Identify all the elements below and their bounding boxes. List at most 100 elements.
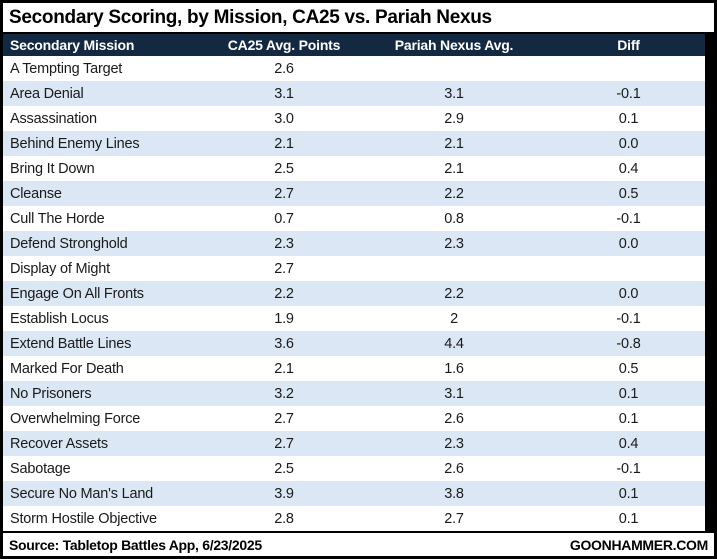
mission-cell: A Tempting Target (3, 56, 198, 81)
ca25-avg-cell: 2.7 (198, 256, 370, 281)
ca25-avg-cell: 2.2 (198, 281, 370, 306)
table-row: Cleanse 2.7 2.2 0.5 (3, 181, 705, 206)
pariah-avg-cell: 2 (370, 306, 538, 331)
table-row: Overwhelming Force 2.7 2.6 0.1 (3, 406, 705, 431)
diff-cell: 0.1 (538, 506, 705, 531)
diff-cell: 0.1 (538, 381, 705, 406)
ca25-avg-cell: 3.1 (198, 81, 370, 106)
mission-cell: Display of Might (3, 256, 198, 281)
pariah-avg-cell: 2.6 (370, 406, 538, 431)
diff-cell: 0.0 (538, 231, 705, 256)
footer-band: Source: Tabletop Battles App, 6/23/2025 … (3, 533, 714, 556)
mission-cell: No Prisoners (3, 381, 198, 406)
ca25-avg-cell: 2.7 (198, 431, 370, 456)
table-row: Bring It Down 2.5 2.1 0.4 (3, 156, 705, 181)
mission-cell: Storm Hostile Objective (3, 506, 198, 531)
mission-cell: Cleanse (3, 181, 198, 206)
pariah-avg-cell: 2.1 (370, 131, 538, 156)
site-credit: GOONHAMMER.COM (569, 536, 708, 553)
table-row: Storm Hostile Objective 2.8 2.7 0.1 (3, 506, 705, 531)
pariah-avg-cell: 4.4 (370, 331, 538, 356)
pariah-avg-cell: 1.6 (370, 356, 538, 381)
ca25-avg-cell: 3.2 (198, 381, 370, 406)
mission-cell: Bring It Down (3, 156, 198, 181)
pariah-avg-cell: 2.2 (370, 181, 538, 206)
ca25-avg-cell: 0.7 (198, 206, 370, 231)
ca25-avg-cell: 2.7 (198, 181, 370, 206)
secondary-scoring-table: Secondary Mission CA25 Avg. Points Paria… (3, 34, 705, 531)
diff-cell: 0.1 (538, 406, 705, 431)
table-row: A Tempting Target 2.6 (3, 56, 705, 81)
mission-cell: Recover Assets (3, 431, 198, 456)
table-row: No Prisoners 3.2 3.1 0.1 (3, 381, 705, 406)
mission-cell: Establish Locus (3, 306, 198, 331)
diff-cell: 0.1 (538, 106, 705, 131)
pariah-avg-cell: 2.1 (370, 156, 538, 181)
diff-cell: -0.1 (538, 456, 705, 481)
mission-cell: Extend Battle Lines (3, 331, 198, 356)
mission-cell: Engage On All Fronts (3, 281, 198, 306)
table-row: Area Denial 3.1 3.1 -0.1 (3, 81, 705, 106)
diff-cell: -0.1 (538, 206, 705, 231)
ca25-avg-cell: 3.6 (198, 331, 370, 356)
diff-cell: 0.0 (538, 131, 705, 156)
table-row: Extend Battle Lines 3.6 4.4 -0.8 (3, 331, 705, 356)
ca25-avg-cell: 3.9 (198, 481, 370, 506)
ca25-avg-cell: 1.9 (198, 306, 370, 331)
source-note: Source: Tabletop Battles App, 6/23/2025 (9, 536, 262, 553)
ca25-avg-cell: 2.7 (198, 406, 370, 431)
diff-cell: 0.4 (538, 156, 705, 181)
pariah-avg-cell: 2.7 (370, 506, 538, 531)
table-row: Defend Stronghold 2.3 2.3 0.0 (3, 231, 705, 256)
ca25-avg-cell: 2.3 (198, 231, 370, 256)
diff-cell: -0.1 (538, 81, 705, 106)
mission-cell: Secure No Man's Land (3, 481, 198, 506)
pariah-avg-cell: 0.8 (370, 206, 538, 231)
pariah-avg-cell: 3.8 (370, 481, 538, 506)
pariah-avg-cell: 3.1 (370, 381, 538, 406)
column-header-ca25-avg-points: CA25 Avg. Points (198, 34, 370, 56)
pariah-avg-cell (370, 256, 538, 281)
table-row: Display of Might 2.7 (3, 256, 705, 281)
pariah-avg-cell: 3.1 (370, 81, 538, 106)
mission-cell: Area Denial (3, 81, 198, 106)
table-row: Engage On All Fronts 2.2 2.2 0.0 (3, 281, 705, 306)
diff-cell: 0.4 (538, 431, 705, 456)
ca25-avg-cell: 2.5 (198, 156, 370, 181)
diff-cell: -0.1 (538, 306, 705, 331)
page-title: Secondary Scoring, by Mission, CA25 vs. … (9, 6, 492, 28)
diff-cell: 0.5 (538, 181, 705, 206)
mission-cell: Defend Stronghold (3, 231, 198, 256)
mission-cell: Assassination (3, 106, 198, 131)
ca25-avg-cell: 2.6 (198, 56, 370, 81)
pariah-avg-cell: 2.6 (370, 456, 538, 481)
table-row: Cull The Horde 0.7 0.8 -0.1 (3, 206, 705, 231)
ca25-avg-cell: 2.1 (198, 356, 370, 381)
column-header-pariah-nexus-avg: Pariah Nexus Avg. (370, 34, 538, 56)
pariah-avg-cell: 2.3 (370, 231, 538, 256)
diff-cell (538, 56, 705, 81)
ca25-avg-cell: 2.1 (198, 131, 370, 156)
diff-cell: 0.1 (538, 481, 705, 506)
diff-cell: 0.5 (538, 356, 705, 381)
title-band: Secondary Scoring, by Mission, CA25 vs. … (3, 3, 714, 32)
pariah-avg-cell: 2.2 (370, 281, 538, 306)
column-header-secondary-mission: Secondary Mission (3, 34, 198, 56)
mission-cell: Cull The Horde (3, 206, 198, 231)
pariah-avg-cell (370, 56, 538, 81)
table-body: A Tempting Target 2.6 Area Denial 3.1 3.… (3, 56, 705, 531)
pariah-avg-cell: 2.3 (370, 431, 538, 456)
table-row: Secure No Man's Land 3.9 3.8 0.1 (3, 481, 705, 506)
diff-cell: 0.0 (538, 281, 705, 306)
table-row: Behind Enemy Lines 2.1 2.1 0.0 (3, 131, 705, 156)
table-row: Recover Assets 2.7 2.3 0.4 (3, 431, 705, 456)
mission-cell: Behind Enemy Lines (3, 131, 198, 156)
table-row: Assassination 3.0 2.9 0.1 (3, 106, 705, 131)
table-header: Secondary Mission CA25 Avg. Points Paria… (3, 34, 705, 56)
diff-cell (538, 256, 705, 281)
mission-cell: Overwhelming Force (3, 406, 198, 431)
table-row: Establish Locus 1.9 2 -0.1 (3, 306, 705, 331)
header-row: Secondary Mission CA25 Avg. Points Paria… (3, 34, 705, 56)
ca25-avg-cell: 2.5 (198, 456, 370, 481)
